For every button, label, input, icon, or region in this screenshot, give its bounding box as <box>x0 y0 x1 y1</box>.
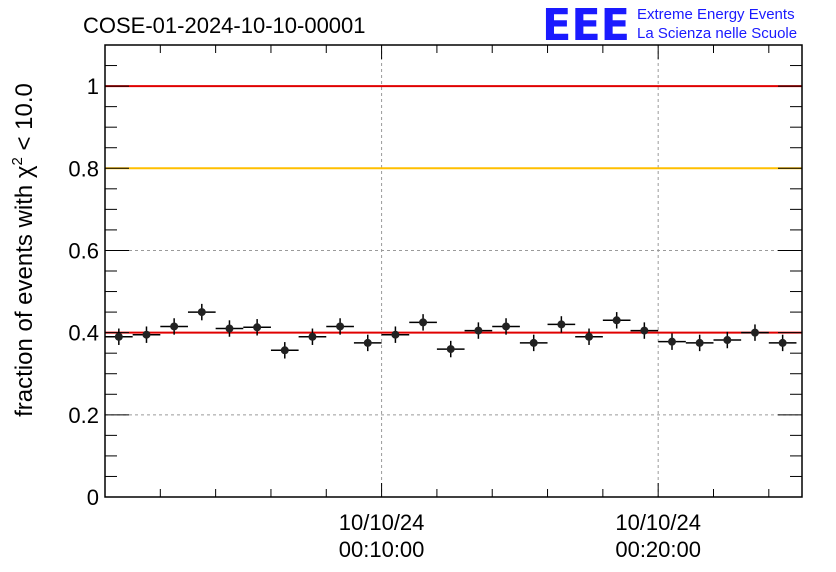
marker <box>419 318 428 327</box>
marker <box>363 338 372 347</box>
data-point-9 <box>353 334 382 352</box>
marker <box>225 324 234 333</box>
y-tick-label-2: 0.4 <box>68 321 99 346</box>
x-tick-label-date-1: 10/10/24 <box>615 510 701 535</box>
data-point-18 <box>602 312 631 329</box>
data-point-4 <box>215 320 244 337</box>
marker <box>585 332 594 341</box>
marker <box>142 330 151 339</box>
data-point-13 <box>464 322 493 339</box>
data-point-14 <box>492 318 520 335</box>
marker <box>640 326 649 335</box>
marker <box>778 338 787 347</box>
eee-logo: EEE Extreme Energy Events La Scienza nel… <box>542 0 797 51</box>
data-point-7 <box>298 328 327 345</box>
data-points <box>105 303 797 359</box>
data-point-23 <box>741 324 769 341</box>
data-point-19 <box>630 322 659 339</box>
marker <box>474 326 483 335</box>
data-point-2 <box>160 318 188 335</box>
marker <box>723 336 732 345</box>
marker <box>529 338 538 347</box>
logo-line1: Extreme Energy Events <box>637 6 795 23</box>
plot-frame <box>104 44 803 498</box>
marker <box>750 328 759 337</box>
x-tick-label-time-1: 00:20:00 <box>615 537 701 562</box>
x-tick-label-time-0: 00:10:00 <box>339 537 425 562</box>
grid <box>105 45 802 497</box>
data-point-20 <box>658 333 686 350</box>
data-point-15 <box>519 334 548 352</box>
y-tick-label-0: 0 <box>87 485 99 510</box>
data-point-0 <box>105 328 133 345</box>
marker <box>557 320 566 329</box>
data-point-11 <box>409 314 437 331</box>
logo-mark: EEE <box>542 0 630 51</box>
data-point-5 <box>243 319 271 336</box>
marker <box>502 322 511 331</box>
axes <box>104 44 803 498</box>
y-tick-label-1: 0.2 <box>68 403 99 428</box>
data-point-21 <box>685 334 714 352</box>
data-point-10 <box>381 326 410 343</box>
y-tick-label-3: 0.6 <box>68 238 99 263</box>
marker <box>114 332 123 341</box>
marker <box>308 332 317 341</box>
reference-lines <box>105 85 802 334</box>
data-point-3 <box>187 303 216 321</box>
data-point-8 <box>326 318 354 335</box>
y-tick-label-4: 0.8 <box>68 156 99 181</box>
data-point-6 <box>270 342 299 359</box>
marker <box>612 316 621 325</box>
marker <box>253 323 262 332</box>
marker <box>280 346 289 355</box>
marker <box>336 322 345 331</box>
data-point-24 <box>768 334 797 352</box>
data-point-22 <box>713 331 742 349</box>
data-point-16 <box>547 316 576 333</box>
tick-labels: 00.20.40.60.8110/10/2400:10:0010/10/2400… <box>68 74 701 562</box>
chart-title: COSE-01-2024-10-10-00001 <box>83 13 366 38</box>
marker <box>391 330 400 339</box>
y-axis-label: fraction of events with χ2 < 10.0 <box>9 83 38 417</box>
marker <box>695 338 704 347</box>
marker <box>668 337 677 346</box>
marker <box>446 345 455 354</box>
data-point-1 <box>132 326 161 343</box>
data-point-12 <box>436 340 465 358</box>
data-point-17 <box>575 328 603 345</box>
logo-line2: La Scienza nelle Scuole <box>637 25 797 42</box>
marker <box>197 308 206 317</box>
marker <box>170 322 179 331</box>
x-tick-label-date-0: 10/10/24 <box>339 510 425 535</box>
y-tick-label-5: 1 <box>87 74 99 99</box>
